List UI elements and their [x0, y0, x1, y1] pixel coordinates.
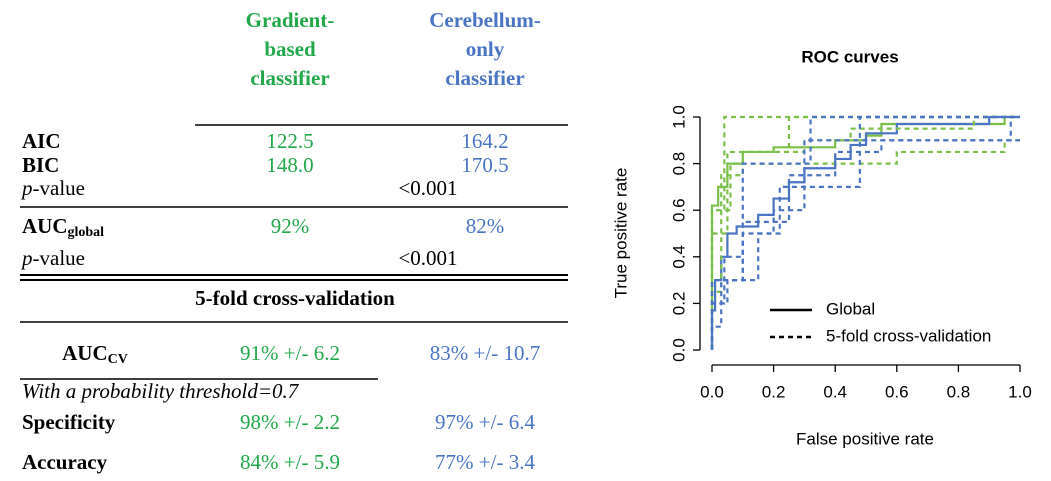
column-header: classifier: [445, 66, 524, 90]
row-label: AUCCV: [62, 341, 128, 367]
x-tick-label: 0.6: [885, 382, 909, 401]
roc-line: [710, 139, 1020, 350]
label-part: -value: [33, 176, 85, 200]
section-title: 5-fold cross-validation: [195, 286, 395, 310]
x-tick-label: 0.2: [762, 382, 786, 401]
row-label: AUCglobal: [22, 214, 104, 240]
row-label: AIC: [22, 129, 61, 153]
cell-value: 122.5: [266, 129, 313, 153]
x-tick-label: 0.0: [700, 382, 724, 401]
roc-line: [710, 115, 1020, 350]
x-tick-label: 0.8: [947, 382, 971, 401]
label-part: AUC: [22, 214, 68, 238]
cell-value: 164.2: [461, 129, 508, 153]
cell-value: 82%: [466, 214, 505, 238]
y-tick-label: 0.8: [669, 152, 688, 176]
chart-title: ROC curves: [801, 47, 898, 66]
roc-line: [710, 115, 1020, 350]
cell-value: 148.0: [266, 153, 313, 177]
legend-label: 5-fold cross-validation: [826, 326, 991, 345]
cell-value: 92%: [271, 214, 310, 238]
column-header: only: [466, 37, 505, 61]
label-part: AIC: [22, 129, 61, 153]
y-tick-label: 0.2: [669, 292, 688, 316]
column-header: based: [264, 37, 316, 61]
y-tick-label: 1.0: [669, 105, 688, 129]
label-part: Accuracy: [22, 450, 108, 474]
roc-line: [710, 139, 1020, 350]
note: With a probability threshold=0.7: [22, 379, 300, 403]
label-part: p: [20, 176, 33, 200]
row-label: Specificity: [22, 410, 116, 434]
cell-value: 84% +/- 5.9: [240, 450, 340, 474]
x-tick-label: 0.4: [823, 382, 847, 401]
row-label: p-value: [20, 176, 85, 200]
column-header: classifier: [250, 66, 329, 90]
label-part: Specificity: [22, 410, 116, 434]
y-tick-label: 0.4: [669, 245, 688, 269]
cell-value: 91% +/- 6.2: [240, 341, 340, 365]
y-axis-label: True positive rate: [611, 168, 630, 299]
cell-value: <0.001: [398, 246, 457, 270]
x-tick-label: 1.0: [1008, 382, 1032, 401]
row-label: Accuracy: [22, 450, 108, 474]
label-part: p: [20, 246, 33, 270]
cell-value: <0.001: [398, 176, 457, 200]
column-header: Gradient-: [246, 8, 335, 32]
cell-value: 83% +/- 10.7: [430, 341, 540, 365]
label-part: CV: [108, 352, 128, 367]
row-label: BIC: [22, 153, 59, 177]
cell-value: 97% +/- 6.4: [435, 410, 535, 434]
roc-line: [710, 115, 1020, 350]
roc-line: [710, 115, 1020, 350]
cell-value: 98% +/- 2.2: [240, 410, 340, 434]
legend-label: Global: [826, 299, 875, 318]
x-axis-label: False positive rate: [796, 429, 934, 448]
label-part: global: [68, 225, 105, 240]
cell-value: 77% +/- 3.4: [435, 450, 535, 474]
y-tick-label: 0.6: [669, 198, 688, 222]
label-part: AUC: [62, 341, 108, 365]
label-part: BIC: [22, 153, 59, 177]
label-part: -value: [33, 246, 85, 270]
row-label: p-value: [20, 246, 85, 270]
y-tick-label: 0.0: [669, 338, 688, 362]
cell-value: 170.5: [461, 153, 508, 177]
column-header: Cerebellum-: [429, 8, 541, 32]
